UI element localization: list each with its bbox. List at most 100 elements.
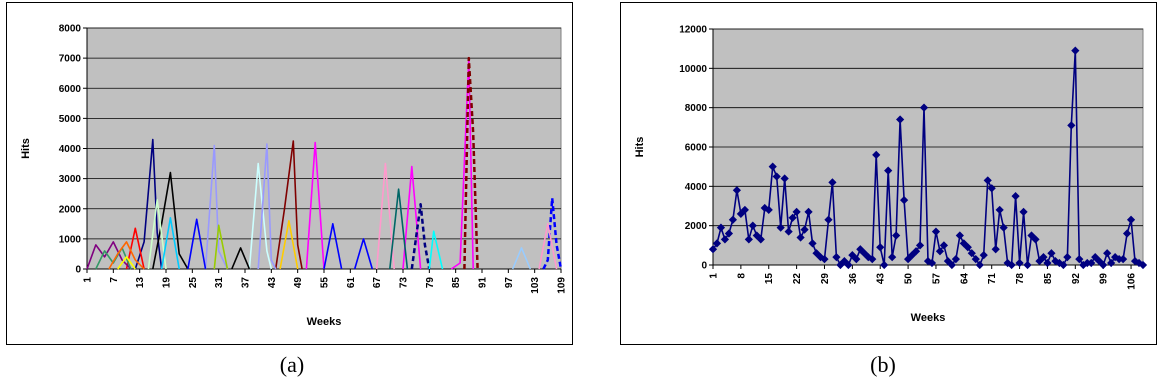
y-tick-label: 2000 bbox=[685, 221, 708, 232]
data-point bbox=[1023, 260, 1032, 270]
data-point bbox=[1071, 46, 1080, 55]
x-tick-label: 106 bbox=[1127, 273, 1138, 290]
data-point bbox=[788, 213, 797, 222]
x-tick-label: 19 bbox=[162, 277, 173, 289]
data-point bbox=[756, 235, 765, 244]
data-point bbox=[987, 184, 996, 193]
x-tick-label: 91 bbox=[478, 277, 489, 289]
data-point bbox=[800, 225, 809, 234]
x-tick-label: 55 bbox=[320, 277, 331, 289]
x-tick-label: 85 bbox=[1043, 273, 1054, 285]
x-tick-label: 79 bbox=[425, 277, 436, 289]
data-point bbox=[1103, 249, 1112, 258]
series-line bbox=[257, 143, 277, 270]
data-point bbox=[828, 178, 837, 187]
y-tick-label: 2000 bbox=[59, 204, 82, 215]
data-point bbox=[820, 254, 829, 264]
data-point bbox=[872, 150, 881, 159]
series-line bbox=[463, 56, 479, 270]
data-point bbox=[1027, 231, 1036, 240]
data-point bbox=[955, 231, 964, 240]
data-point bbox=[979, 251, 988, 260]
data-point bbox=[824, 215, 833, 224]
data-point bbox=[724, 229, 734, 238]
x-tick-label: 29 bbox=[820, 273, 831, 285]
data-point bbox=[792, 207, 801, 217]
data-point bbox=[995, 205, 1004, 215]
data-point bbox=[1003, 258, 1012, 268]
data-point bbox=[999, 223, 1008, 232]
data-point bbox=[856, 245, 865, 254]
data-point bbox=[975, 260, 984, 270]
series-line bbox=[213, 224, 229, 270]
x-tick-label: 109 bbox=[557, 277, 568, 294]
data-point bbox=[840, 256, 849, 266]
data-point bbox=[848, 251, 857, 260]
x-tick-label: 22 bbox=[792, 273, 803, 285]
data-point bbox=[796, 233, 805, 242]
y-tick-label: 4000 bbox=[685, 182, 708, 193]
series-line bbox=[160, 217, 180, 270]
data-point bbox=[1059, 260, 1068, 270]
x-tick-label: 8 bbox=[736, 273, 747, 279]
data-point bbox=[860, 249, 869, 258]
data-point bbox=[760, 203, 769, 213]
data-point bbox=[1126, 215, 1136, 224]
data-point bbox=[959, 239, 968, 248]
x-tick-label: 97 bbox=[504, 277, 515, 289]
series-line bbox=[125, 227, 145, 270]
x-tick-label: 64 bbox=[959, 273, 970, 285]
data-point bbox=[768, 162, 777, 171]
data-point bbox=[720, 235, 730, 244]
y-tick-label: 8000 bbox=[59, 24, 82, 35]
data-point bbox=[1007, 260, 1016, 270]
x-tick-label: 49 bbox=[293, 277, 304, 289]
data-point bbox=[780, 174, 789, 183]
data-point bbox=[1035, 256, 1044, 266]
data-point bbox=[931, 227, 941, 236]
data-point bbox=[736, 209, 745, 218]
y-tick-label: 12000 bbox=[679, 25, 707, 36]
data-point bbox=[832, 253, 841, 262]
data-point bbox=[1107, 258, 1116, 268]
data-point bbox=[1067, 121, 1076, 130]
series-line bbox=[231, 247, 251, 270]
x-tick-label: 71 bbox=[987, 273, 998, 285]
x-tick-label: 103 bbox=[530, 277, 541, 294]
data-point bbox=[852, 254, 861, 264]
chart-b-frame: 0 2000 4000 6000 8000 10000 12000 1 8 15 22 29 36 43 5… bbox=[620, 2, 1157, 345]
data-point bbox=[971, 254, 980, 264]
series-line bbox=[108, 241, 145, 270]
data-point bbox=[900, 195, 909, 205]
data-point bbox=[963, 243, 972, 252]
data-point bbox=[1087, 258, 1096, 268]
data-point bbox=[1111, 253, 1120, 262]
series-line bbox=[279, 220, 299, 270]
y-tick-label: 4000 bbox=[59, 144, 82, 155]
x-tick-label: 25 bbox=[188, 277, 199, 289]
series-line bbox=[410, 202, 431, 270]
data-point bbox=[808, 239, 817, 248]
data-point bbox=[927, 258, 937, 268]
series-line bbox=[152, 171, 189, 270]
y-tick-label: 0 bbox=[701, 261, 707, 272]
y-axis-title: Hits bbox=[634, 137, 646, 158]
data-point bbox=[1039, 253, 1048, 262]
x-tick-label: 13 bbox=[135, 277, 146, 289]
data-point bbox=[1075, 254, 1084, 264]
x-tick-label: 99 bbox=[1099, 273, 1110, 285]
data-point bbox=[888, 253, 897, 262]
series-line bbox=[375, 162, 395, 270]
series-line bbox=[305, 141, 325, 270]
series-line bbox=[538, 223, 558, 270]
x-tick-label: 67 bbox=[372, 277, 383, 289]
chart-b: 0 2000 4000 6000 8000 10000 12000 1 8 15 22 29 36 43 5… bbox=[634, 25, 1148, 324]
data-point bbox=[1043, 258, 1052, 268]
data-point bbox=[939, 241, 949, 250]
series-line bbox=[353, 238, 374, 270]
y-tick-label: 6000 bbox=[685, 143, 708, 154]
x-tick-label: 43 bbox=[876, 273, 887, 285]
data-point bbox=[892, 231, 901, 240]
caption-a: (a) bbox=[279, 352, 305, 377]
data-point bbox=[732, 186, 741, 195]
